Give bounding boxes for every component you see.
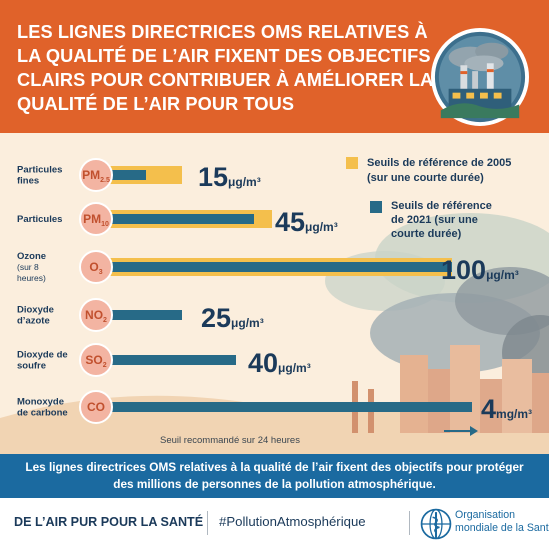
legend-label-2021: de 2021 (sur une: [391, 214, 478, 226]
page-title: LES LIGNES DIRECTRICES OMS RELATIVES À L…: [17, 22, 433, 114]
co-arrow-head: [470, 426, 478, 436]
pollutant-symbol: PM10: [83, 212, 109, 228]
chart-annotation: Seuil recommandé sur 24 heures: [160, 435, 300, 446]
who-org-name-line1: Organisation: [455, 509, 516, 521]
caption-banner: Les lignes directrices OMS relatives à l…: [0, 454, 549, 498]
bar-2021: [92, 262, 452, 272]
legend-label-2005: (sur une courte durée): [367, 172, 484, 184]
footer-slogan: DE L’AIR PUR POUR LA SANTÉ: [14, 515, 204, 529]
factory-pollution-icon: [431, 28, 529, 126]
pollutant-circle: [79, 250, 113, 284]
bar-2021: [92, 310, 182, 320]
value-label: 45μg/m³: [275, 207, 338, 237]
bar-2021: [92, 355, 236, 365]
bar-chart: PM2.5ParticulesfinesPM10ParticulesO3Ozon…: [0, 157, 549, 454]
category-label: fines: [17, 176, 39, 187]
category-label: de carbone: [17, 408, 68, 419]
legend-label-2021: courte durée): [391, 228, 462, 240]
legend-swatch-2005: [346, 157, 358, 169]
category-label: heures): [17, 273, 46, 283]
legend-label-2021: Seuils de référence: [391, 200, 492, 212]
legend-swatch-2021: [370, 201, 382, 213]
bar-2021: [92, 214, 254, 224]
chart-marks: PM2.5ParticulesfinesPM10ParticulesO3Ozon…: [17, 157, 532, 446]
pollutant-symbol: NO2: [85, 308, 107, 324]
category-label: soufre: [17, 361, 46, 372]
category-label: Monoxyde: [17, 397, 64, 408]
who-org-name: Organisation mondiale de la Santé: [455, 509, 549, 535]
pollutant-circle: [79, 158, 113, 192]
category-label: Dioxyde: [17, 305, 54, 316]
footer-divider: [409, 511, 410, 535]
header-banner: LES LIGNES DIRECTRICES OMS RELATIVES À L…: [0, 0, 549, 133]
value-label: 15μg/m³: [198, 162, 261, 192]
category-label: d’azote: [17, 316, 50, 327]
category-label: Dioxyde de: [17, 350, 68, 361]
pollutant-symbol: PM2.5: [82, 168, 110, 184]
pollutant-circle: [79, 390, 113, 424]
legend-label-2005: Seuils de référence de 2005: [367, 157, 511, 169]
footer-hashtag: #PollutionAtmosphérique: [219, 514, 366, 529]
pollutant-circle: [79, 202, 113, 236]
footer: DE L’AIR PUR POUR LA SANTÉ #PollutionAtm…: [0, 498, 549, 548]
footer-divider: [207, 511, 208, 535]
pollutant-circle: [79, 298, 113, 332]
value-label: 25μg/m³: [201, 303, 264, 333]
value-label: 100μg/m³: [441, 255, 519, 285]
who-emblem-icon: [420, 508, 452, 540]
category-label: Particules: [17, 165, 62, 176]
category-label: Ozone: [17, 251, 46, 262]
caption-text: Les lignes directrices OMS relatives à l…: [25, 460, 524, 491]
who-org-name-line2: mondiale de la Santé: [455, 522, 549, 534]
bar-2021: [92, 402, 472, 412]
pollutant-circle: [79, 343, 113, 377]
bar-2021: [92, 170, 146, 180]
value-label: 40μg/m³: [248, 348, 311, 378]
pollutant-symbol: SO2: [85, 353, 106, 369]
pollutant-symbol: CO: [87, 400, 105, 414]
chart-area: PM2.5 Particules fines PM10 Particules O3 Ozon…: [0, 133, 549, 454]
city-skyline-background: [0, 213, 549, 454]
pollutant-symbol: O3: [89, 260, 102, 276]
value-label: 4mg/m³: [481, 394, 532, 424]
category-label: (sur 8: [17, 262, 39, 272]
category-label: Particules: [17, 214, 62, 225]
